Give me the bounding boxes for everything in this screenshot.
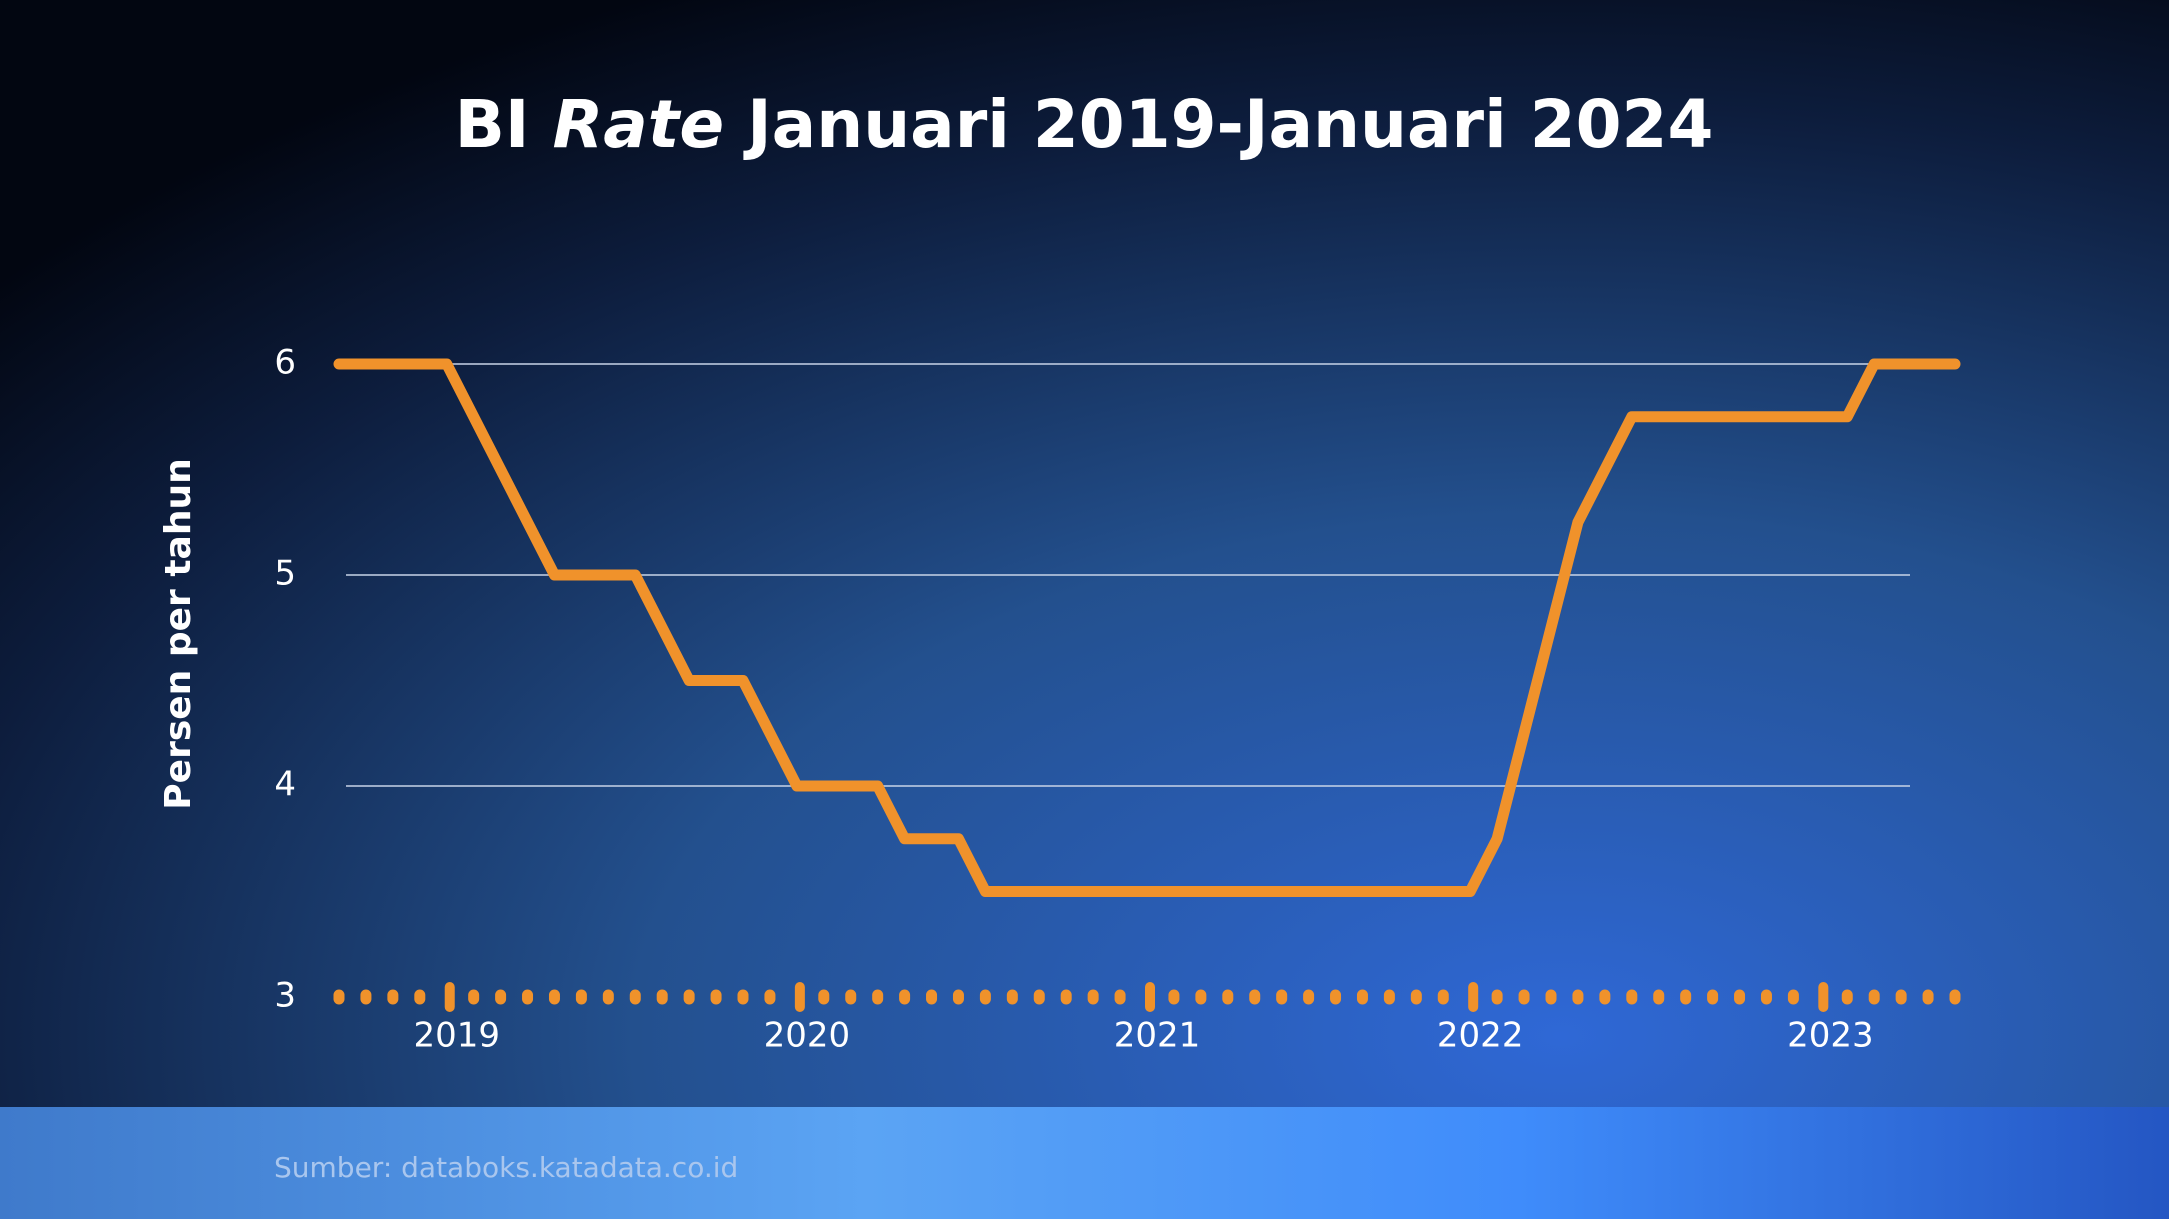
title-suffix: Januari 2019-Januari 2024 [743,86,1713,163]
title-emphasis: Rate [552,86,724,163]
x-tick-label: 2019 [413,1016,500,1056]
chart-title: BI Rate Januari 2019-Januari 2024 [455,86,1714,163]
y-tick-label: 4 [274,765,296,805]
x-tick-label: 2020 [764,1016,851,1056]
source-note: Sumber: databoks.katadata.co.id [274,1151,738,1184]
title-prefix: BI [455,86,530,163]
y-tick-label: 6 [274,343,296,383]
x-tick-label: 2023 [1787,1016,1874,1056]
y-tick-label: 5 [274,554,296,594]
x-tick-label: 2022 [1437,1016,1524,1056]
y-tick-label: 3 [274,976,296,1016]
footer-strip [0,1107,2169,1219]
rate-line [333,358,1961,897]
y-axis-label: Persen per tahun [158,458,199,809]
x-tick-label: 2021 [1114,1016,1201,1056]
